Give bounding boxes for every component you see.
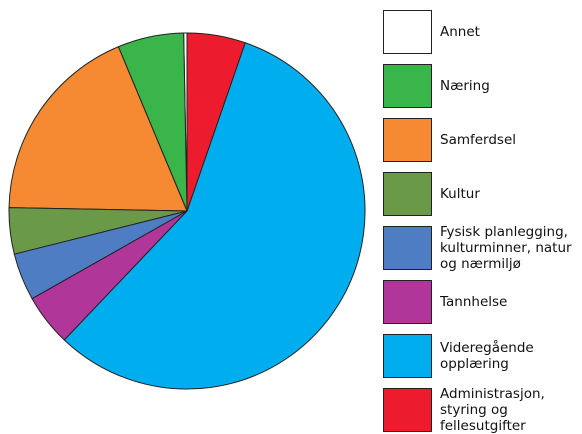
legend-label: fellesutgifter xyxy=(440,418,526,434)
legend-swatch xyxy=(383,226,432,270)
legend-label: Videregående xyxy=(440,339,534,356)
legend-label: Annet xyxy=(440,24,480,40)
legend-label: opplæring xyxy=(440,356,509,372)
legend-label: Næring xyxy=(440,78,490,94)
legend-label: Fysisk planlegging, xyxy=(440,224,568,240)
legend-label: Administrasjon, xyxy=(440,386,545,402)
legend-swatch xyxy=(383,280,432,324)
legend-label: Tannhelse xyxy=(439,294,507,310)
legend-label: Kultur xyxy=(440,186,480,202)
pie-slice xyxy=(63,42,366,390)
pie-slice xyxy=(8,46,188,212)
legend-label: og nærmiljø xyxy=(440,256,521,272)
legend-swatch xyxy=(383,172,432,216)
legend-swatch xyxy=(383,118,432,162)
legend-label: Samferdsel xyxy=(440,132,516,148)
legend-label: styring og xyxy=(440,402,508,418)
legend-swatch xyxy=(383,388,432,432)
legend-label: kulturminner, natur xyxy=(440,240,572,256)
legend-swatch xyxy=(383,64,432,108)
legend-swatch xyxy=(383,10,432,54)
legend-swatch xyxy=(383,334,432,378)
pie-slice xyxy=(186,32,246,212)
